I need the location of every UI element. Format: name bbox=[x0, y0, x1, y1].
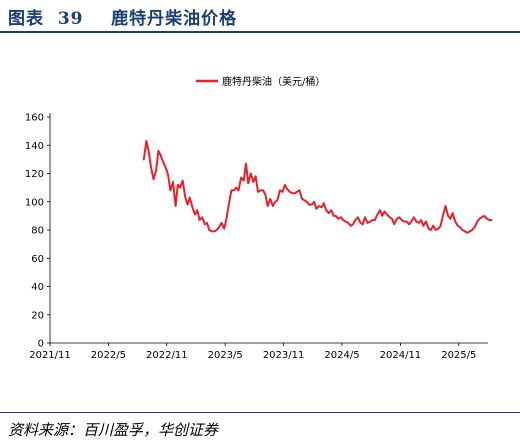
chart-canvas: 鹿特丹柴油（美元/桶） 0 20 40 60 80 100 120 140 160 2021/1… bbox=[25, 75, 493, 361]
y-tick-label: 40 bbox=[31, 282, 44, 293]
y-tick-label: 60 bbox=[31, 254, 44, 265]
x-tick-label: 2024/5 bbox=[324, 350, 359, 361]
title-rule bbox=[0, 31, 520, 33]
x-tick-label: 2024/11 bbox=[380, 350, 422, 361]
x-tick-label: 2021/11 bbox=[29, 350, 71, 361]
legend-label: 鹿特丹柴油（美元/桶） bbox=[222, 75, 325, 88]
y-tick-labels: 0 20 40 60 80 100 120 140 160 bbox=[25, 113, 44, 350]
series-line-rotterdam-diesel bbox=[142, 140, 493, 234]
footer-rule bbox=[0, 412, 520, 413]
y-tick-label: 100 bbox=[25, 197, 44, 208]
x-tick-label: 2022/5 bbox=[91, 350, 126, 361]
y-tick-label: 80 bbox=[31, 226, 44, 237]
y-tick-label: 160 bbox=[25, 113, 44, 124]
y-tick-label: 0 bbox=[38, 339, 44, 350]
x-tick-labels: 2021/11 2022/5 2022/11 2023/5 2023/11 2024/5 2… bbox=[29, 350, 476, 361]
source-note: 资料来源：百川盈孚，华创证券 bbox=[8, 421, 219, 439]
y-tick-label: 140 bbox=[25, 141, 44, 152]
x-tick-label: 2023/5 bbox=[208, 350, 243, 361]
x-tick-label: 2022/11 bbox=[146, 350, 188, 361]
y-tick-label: 20 bbox=[31, 310, 44, 321]
y-tick-label: 120 bbox=[25, 169, 44, 180]
chart-axes bbox=[47, 113, 488, 346]
figure-title: 图表 39 鹿特丹柴油价格 bbox=[8, 9, 238, 29]
x-tick-label: 2023/11 bbox=[263, 350, 305, 361]
legend: 鹿特丹柴油（美元/桶） bbox=[196, 75, 325, 88]
x-tick-label: 2025/5 bbox=[441, 350, 476, 361]
